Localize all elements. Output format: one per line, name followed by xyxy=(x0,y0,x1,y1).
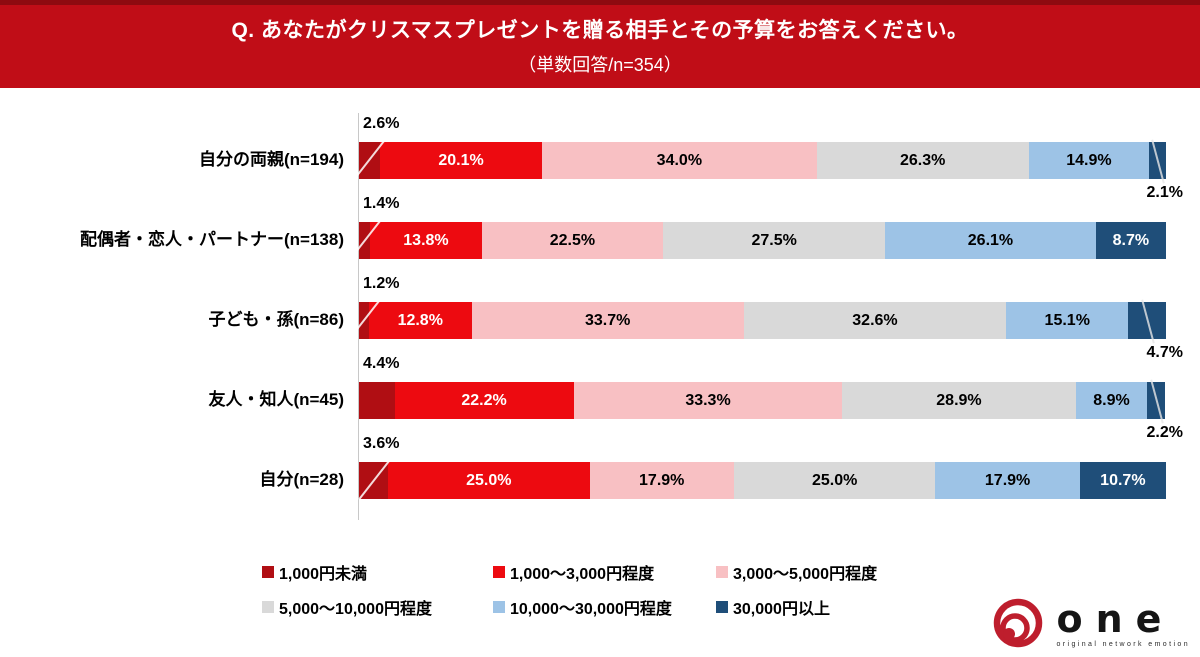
question-title: Q. あなたがクリスマスプレゼントを贈る相手とその予算をお答えください。 xyxy=(231,19,969,42)
legend-label: 10,000～30,000円程度 xyxy=(510,601,672,618)
bar-segment: 25.0% xyxy=(733,462,936,499)
bar-segment xyxy=(1149,139,1166,184)
bar-segment: 27.5% xyxy=(663,222,886,259)
value-label-above: 3.6% xyxy=(363,435,400,452)
stacked-bar: 22.2% 33.3% 28.9% 8.9% xyxy=(359,379,1166,424)
category-label: 自分(n=28) xyxy=(259,470,344,489)
bar-segment: 12.8% xyxy=(368,302,472,339)
stacked-bar: 25.0% 17.9% 25.0% 17.9% 10.7% xyxy=(357,457,1166,501)
bar-segment: 26.3% xyxy=(816,142,1029,179)
bar-segment: 28.9% xyxy=(842,382,1076,419)
callout-leader-line xyxy=(1141,299,1155,344)
legend-item: 3,000～5,000円程度 xyxy=(716,560,877,584)
bar-segment xyxy=(353,137,388,181)
category-label: 子ども・孫(n=86) xyxy=(208,310,344,329)
bar-segment: 34.0% xyxy=(542,142,817,179)
value-label-below: 2.1% xyxy=(1146,184,1183,201)
bar-segment xyxy=(359,382,395,419)
question-banner: Q. あなたがクリスマスプレゼントを贈る相手とその予算をお答えください。 （単数… xyxy=(0,0,1200,88)
value-label-below: 2.2% xyxy=(1146,424,1183,441)
legend-marker xyxy=(716,601,728,613)
bar-segment: 22.2% xyxy=(394,382,574,419)
legend-label: 30,000円以上 xyxy=(733,601,830,618)
legend-label: 3,000～5,000円程度 xyxy=(733,566,878,583)
bar-segment xyxy=(348,297,382,341)
category-label: 自分の両親(n=194) xyxy=(199,150,344,169)
bar-segment xyxy=(357,457,392,501)
bar-segment xyxy=(1128,299,1166,344)
bar-segment: 32.6% xyxy=(743,302,1007,339)
callout-leader-line xyxy=(357,457,392,501)
stacked-bar: 20.1% 34.0% 26.3% 14.9% xyxy=(353,137,1166,184)
legend: 1,000円未満 1,000～3,000円程度 3,000～5,000円程度 5,00… xyxy=(262,560,877,619)
question-subtitle: （単数回答/n=354） xyxy=(518,55,682,75)
bar-segment: 8.7% xyxy=(1095,222,1166,259)
legend-item: 1,000円未満 xyxy=(262,560,493,584)
category-label: 友人・知人(n=45) xyxy=(208,390,344,409)
legend-item: 30,000円以上 xyxy=(716,595,877,619)
callout-leader-line xyxy=(1151,139,1166,184)
bar-segment: 13.8% xyxy=(370,222,482,259)
value-label-above: 4.4% xyxy=(363,355,400,372)
legend-marker xyxy=(493,566,505,578)
bar-segment: 22.5% xyxy=(481,222,664,259)
callout-leader-line xyxy=(1150,379,1165,424)
legend-label: 1,000円未満 xyxy=(279,566,368,583)
category-label: 配偶者・恋人・パートナー(n=138) xyxy=(80,230,344,249)
bar-segment: 10.7% xyxy=(1079,462,1166,499)
bar-segment xyxy=(348,217,383,261)
logo-tagline: original network emotion xyxy=(1056,641,1190,648)
value-label-above: 2.6% xyxy=(363,115,400,132)
legend-label: 5,000～10,000円程度 xyxy=(279,601,432,618)
bar-segment: 26.1% xyxy=(885,222,1096,259)
legend-marker xyxy=(493,601,505,613)
logo-text-wrap: one original network emotion xyxy=(1057,600,1190,648)
legend-item: 10,000～30,000円程度 xyxy=(493,595,716,619)
stacked-bar: 12.8% 33.7% 32.6% 15.1% xyxy=(348,297,1166,344)
value-label-above: 1.2% xyxy=(363,275,400,292)
bar-segment: 8.9% xyxy=(1075,382,1148,419)
logo-swirl-icon xyxy=(993,598,1042,648)
logo-text: one xyxy=(1056,597,1175,641)
bar-segment: 20.1% xyxy=(379,142,543,179)
bar-segment: 15.1% xyxy=(1006,302,1129,339)
bar-segment: 17.9% xyxy=(589,462,734,499)
bar-segment: 17.9% xyxy=(935,462,1080,499)
bar-segment xyxy=(1147,379,1166,424)
bar-segment: 33.3% xyxy=(573,382,843,419)
logo: one original network emotion xyxy=(991,597,1190,651)
legend-marker xyxy=(262,566,274,578)
legend-item: 1,000～3,000円程度 xyxy=(493,560,716,584)
bar-segment: 33.7% xyxy=(471,302,744,339)
value-label-below: 4.7% xyxy=(1146,344,1183,361)
bar-segment: 14.9% xyxy=(1028,142,1150,179)
legend-item: 5,000～10,000円程度 xyxy=(262,595,493,619)
legend-marker xyxy=(262,601,274,613)
stacked-bar: 13.8% 22.5% 27.5% 26.1% 8.7% xyxy=(348,217,1166,261)
bar-segment: 25.0% xyxy=(388,462,590,499)
legend-marker xyxy=(716,566,728,578)
value-label-above: 1.4% xyxy=(363,195,400,212)
legend-label: 1,000～3,000円程度 xyxy=(510,566,655,583)
